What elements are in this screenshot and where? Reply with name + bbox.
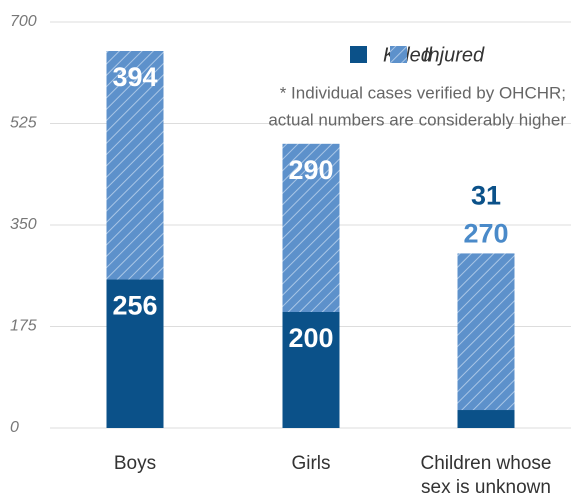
note: * Individual cases verified by OHCHR; <box>280 83 566 102</box>
bar-segment <box>282 143 340 312</box>
bar-segment <box>106 51 164 280</box>
legend-swatch <box>390 46 407 63</box>
value-label: 200 <box>288 323 333 353</box>
y-tick-label: 525 <box>10 115 37 132</box>
y-tick-label: 350 <box>10 216 37 233</box>
value-label: 290 <box>288 155 333 185</box>
x-tick-label: Boys <box>113 453 157 474</box>
y-tick-label: 0 <box>10 419 19 436</box>
bar-segment <box>106 279 164 428</box>
value-label: 394 <box>112 62 157 92</box>
note: actual numbers are considerably higher <box>268 110 566 129</box>
legend-label: Injured <box>423 44 485 66</box>
x-tick-label: Girls <box>291 453 331 474</box>
y-tick-label: 700 <box>10 13 37 30</box>
value-label: 270 <box>463 219 508 249</box>
value-label: 31 <box>471 181 501 211</box>
y-tick-label: 175 <box>10 318 37 335</box>
bar-segment <box>457 410 515 428</box>
value-label: 256 <box>112 291 157 321</box>
x-tick-label: Children whose sex is unknown <box>420 453 552 495</box>
bar-segment <box>457 253 515 411</box>
legend-swatch <box>350 46 367 63</box>
bar-segment <box>282 312 340 428</box>
